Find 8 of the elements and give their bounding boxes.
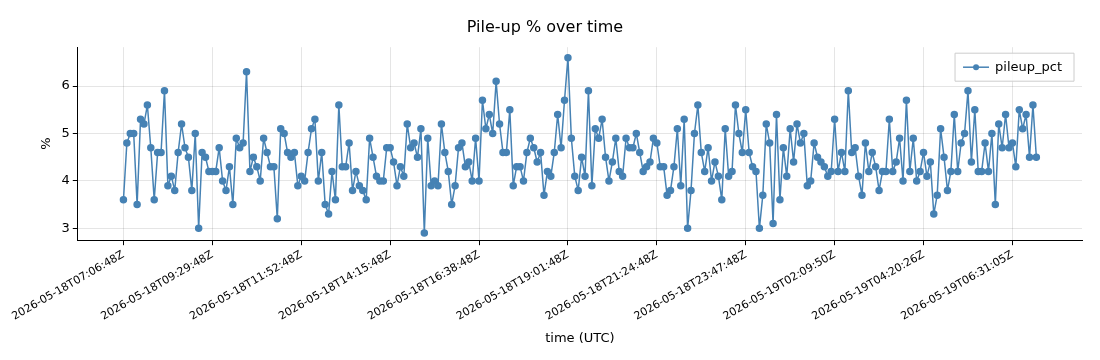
y-tick-label: 5 <box>61 124 70 140</box>
chart-title: Pile-up % over time <box>466 16 624 36</box>
y-tick-label: 4 <box>61 172 70 188</box>
y-tick-label: 3 <box>61 219 70 235</box>
x-axis-title: time (UTC) <box>545 329 615 345</box>
legend-label: pileup_pct <box>995 58 1063 74</box>
y-tick-label: 6 <box>61 77 70 93</box>
y-axis-title: % <box>38 137 54 150</box>
